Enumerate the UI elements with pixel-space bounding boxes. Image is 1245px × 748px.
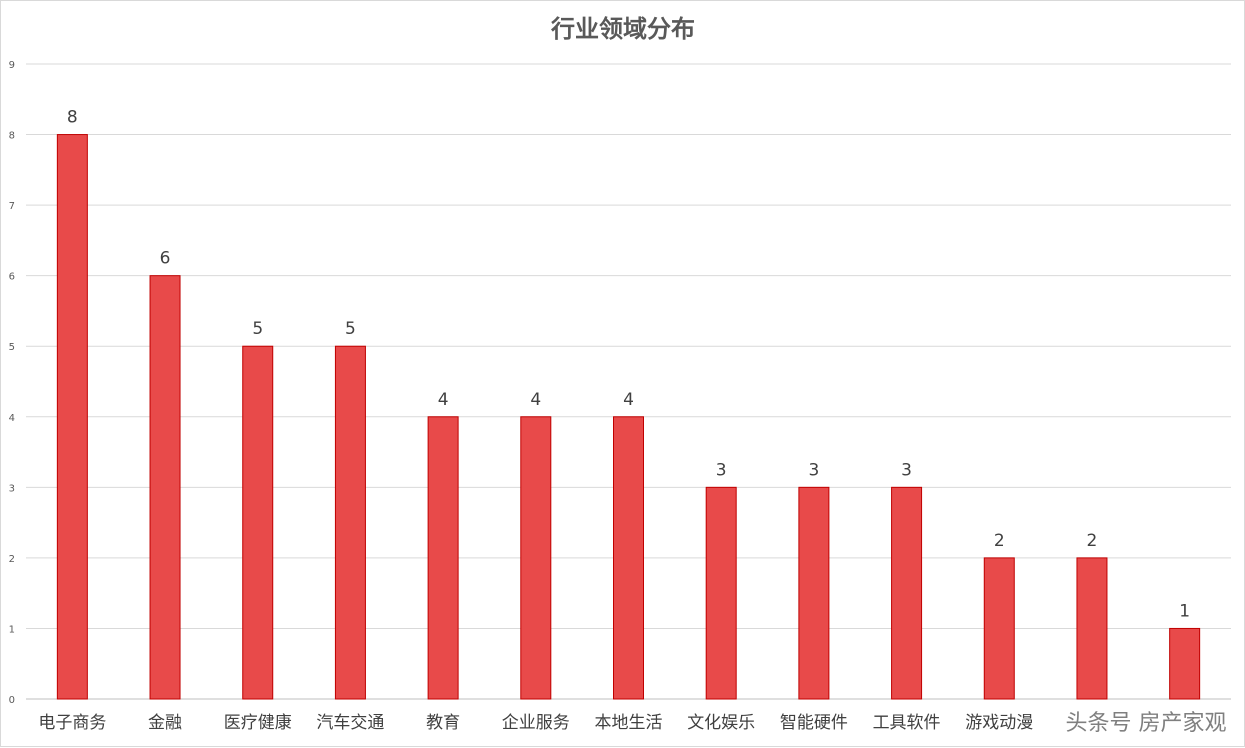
- bar: [334, 345, 366, 700]
- y-tick-label: 2: [9, 554, 15, 565]
- x-tick-label: 工具软件: [873, 713, 941, 733]
- bar: [613, 416, 644, 700]
- data-label: 5: [345, 319, 356, 339]
- y-tick-label: 1: [9, 624, 15, 635]
- chart-title: 行业领域分布: [550, 15, 695, 43]
- watermark: 头条号 房产家观: [1066, 711, 1227, 736]
- data-label: 3: [808, 460, 819, 480]
- y-tick-label: 8: [9, 131, 15, 142]
- x-tick-label: 医疗健康: [224, 713, 292, 733]
- data-label: 6: [160, 249, 171, 269]
- bar: [149, 275, 181, 700]
- data-label: 4: [623, 390, 634, 410]
- bar: [983, 557, 1015, 700]
- data-label: 2: [994, 531, 1005, 551]
- x-tick-label: 汽车交通: [316, 713, 384, 733]
- y-tick-label: 3: [9, 483, 15, 494]
- bar: [520, 416, 552, 700]
- y-tick-label: 6: [9, 272, 15, 283]
- bar: [705, 486, 737, 700]
- data-label: 5: [252, 319, 263, 339]
- data-label: 8: [67, 108, 78, 128]
- y-tick-label: 4: [9, 413, 15, 424]
- x-tick-label: 教育: [426, 713, 460, 733]
- bar: [1076, 557, 1108, 700]
- bar: [798, 486, 830, 700]
- data-label: 3: [716, 460, 727, 480]
- y-tick-label: 5: [9, 342, 15, 353]
- data-label: 2: [1087, 531, 1098, 551]
- x-tick-label: 本地生活: [595, 713, 663, 733]
- data-label: 4: [438, 390, 449, 410]
- x-tick-label: 企业服务: [502, 713, 570, 733]
- y-tick-label: 7: [9, 201, 15, 212]
- x-tick-label: 文化娱乐: [687, 713, 755, 733]
- bar: [891, 486, 923, 700]
- data-label: 3: [901, 460, 912, 480]
- bar: [56, 134, 88, 700]
- y-tick-label: 0: [9, 695, 15, 706]
- data-label: 4: [530, 390, 541, 410]
- bar: [242, 345, 274, 700]
- bar: [1169, 627, 1201, 700]
- x-tick-label: 游戏动漫: [965, 713, 1033, 733]
- x-tick-label: 金融: [148, 713, 182, 733]
- data-label: 1: [1179, 601, 1190, 621]
- y-tick-label: 9: [9, 60, 15, 71]
- bar: [427, 416, 459, 700]
- x-tick-label: 智能硬件: [780, 713, 848, 733]
- x-tick-label: 电子商务: [38, 713, 106, 733]
